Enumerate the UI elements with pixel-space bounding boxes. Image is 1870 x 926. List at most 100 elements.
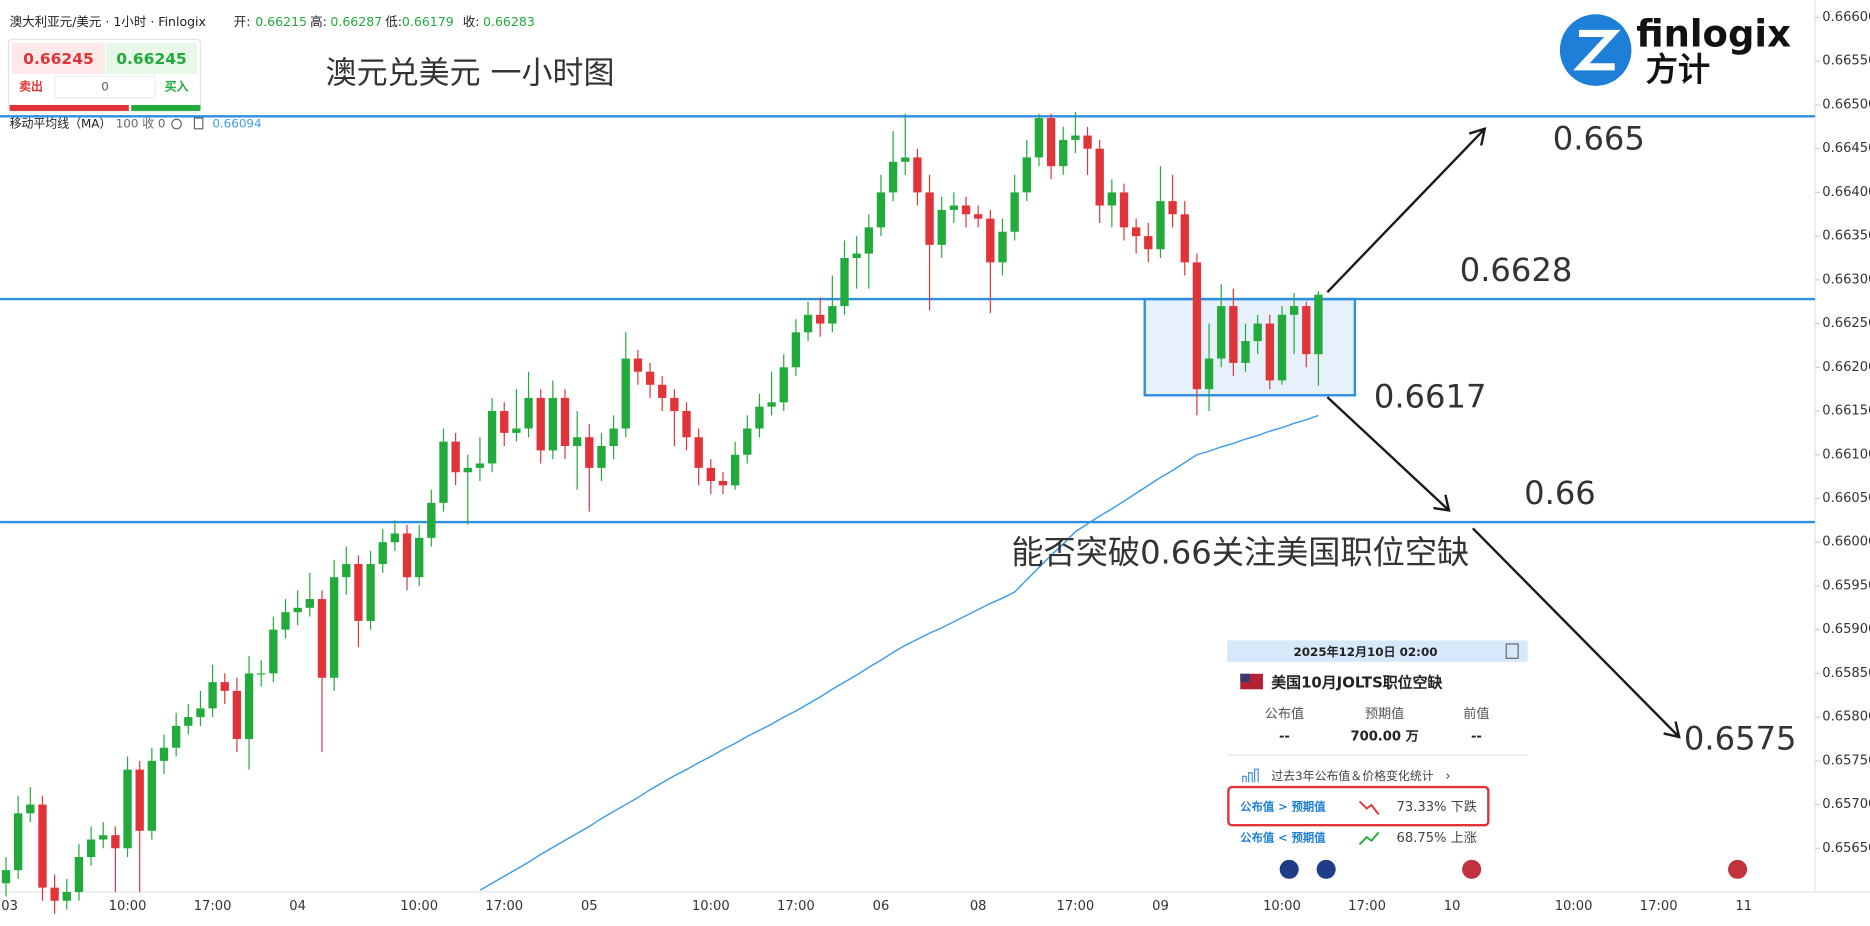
candle-body (232, 690, 242, 739)
stats-icon (1242, 768, 1259, 783)
chart-title: 澳元兑美元 一小时图 (326, 56, 615, 92)
settings-icon[interactable] (171, 118, 182, 130)
quantity-input[interactable] (54, 75, 156, 99)
candle-body (147, 760, 157, 831)
candle-body (973, 214, 983, 219)
candle-body (378, 542, 387, 565)
column-header: 前值 (1463, 705, 1489, 722)
calendar-icon[interactable] (1505, 643, 1519, 659)
chevron[interactable]: › (1445, 769, 1450, 784)
buy-button[interactable]: 买入 (165, 80, 189, 94)
buy-price[interactable]: 0.66245 (116, 50, 187, 68)
card-header (1227, 640, 1528, 662)
x-tick-label: 10:00 (1263, 899, 1301, 914)
candle-body (876, 192, 886, 228)
candle-body (415, 537, 424, 578)
candle-body (512, 428, 521, 433)
candle-body (585, 437, 594, 468)
x-tick-label: 06 (873, 899, 890, 914)
sell-button[interactable]: 卖出 (19, 80, 43, 94)
candle-body (329, 577, 339, 678)
candle-body (718, 480, 728, 486)
candle-body (597, 446, 606, 468)
buy-box[interactable] (106, 42, 197, 74)
candle-body (244, 673, 254, 739)
candle-body (864, 227, 873, 254)
candle-body (317, 599, 327, 678)
candle-body (986, 218, 995, 263)
indicator-params: 100 收 0 (116, 117, 166, 131)
sell-bar (9, 104, 129, 111)
flag-us-canton (1240, 673, 1250, 683)
x-tick-label: 10:00 (1555, 899, 1593, 914)
arrow-head (1663, 721, 1681, 739)
candle-body (888, 161, 898, 193)
candle-body (13, 813, 23, 871)
candle-body (402, 533, 412, 578)
ma-line (479, 414, 1319, 891)
logo-text: finlogix (1636, 12, 1791, 55)
candle-body (645, 371, 655, 385)
highlight-box (1227, 785, 1490, 827)
x-tick-label: 10:00 (400, 899, 438, 914)
condition: 公布值 > 预期值 (1240, 799, 1326, 813)
candle-body (816, 314, 825, 324)
down-icon (1358, 800, 1380, 816)
candle-body (548, 397, 558, 451)
candle-body (475, 463, 485, 468)
plot-area (0, 111, 1816, 914)
candle-body (1204, 358, 1214, 390)
candle-body (730, 454, 740, 486)
x-tick-label: 04 (289, 899, 306, 914)
x-tick-label: 17:00 (485, 899, 523, 914)
candle-body (949, 205, 959, 210)
candle-body (913, 157, 922, 193)
candle-body (257, 673, 266, 675)
x-tick-label: 08 (970, 899, 987, 914)
candle-body (269, 629, 278, 674)
flag-us[interactable] (1728, 859, 1748, 879)
flag-au[interactable] (1316, 859, 1336, 879)
close-value: 0.66283 (483, 14, 535, 29)
candle-body (123, 769, 132, 849)
logo-text-cn: 方计 (1646, 51, 1710, 89)
sell-price[interactable]: 0.66245 (23, 50, 94, 68)
candle-body (937, 209, 946, 245)
quantity[interactable]: 0 (101, 80, 109, 94)
symbol: 澳大利亚元/美元 · 1小时 · Finlogix (10, 14, 206, 29)
sell-box[interactable] (11, 42, 105, 74)
candle-body (840, 257, 849, 307)
candle-body (62, 892, 71, 901)
candle-body (1217, 306, 1226, 359)
forecast-value: 700.00 万 (1350, 728, 1418, 744)
candle-body (1289, 306, 1299, 315)
column-header: 公布值 (1265, 706, 1304, 722)
candle-body (961, 205, 971, 215)
candle-body (1156, 201, 1165, 250)
flag-au[interactable] (1279, 859, 1299, 879)
candle-body (86, 839, 96, 858)
flag-us[interactable] (1462, 859, 1482, 879)
candle-body (1241, 341, 1250, 363)
arrow (1326, 127, 1486, 293)
candle-body (1265, 323, 1274, 381)
open-label: 开: (234, 14, 251, 29)
candle-body (1, 870, 11, 884)
stats-link[interactable]: 过去3年公布值＆价格变化统计 (1271, 769, 1433, 783)
delete-icon[interactable] (193, 117, 204, 130)
candle-body (111, 835, 120, 849)
x-tick-label: 17:00 (1348, 899, 1386, 914)
candle-body (171, 725, 181, 748)
x-tick-label: 17:00 (194, 899, 232, 914)
candle-body (1144, 236, 1153, 250)
